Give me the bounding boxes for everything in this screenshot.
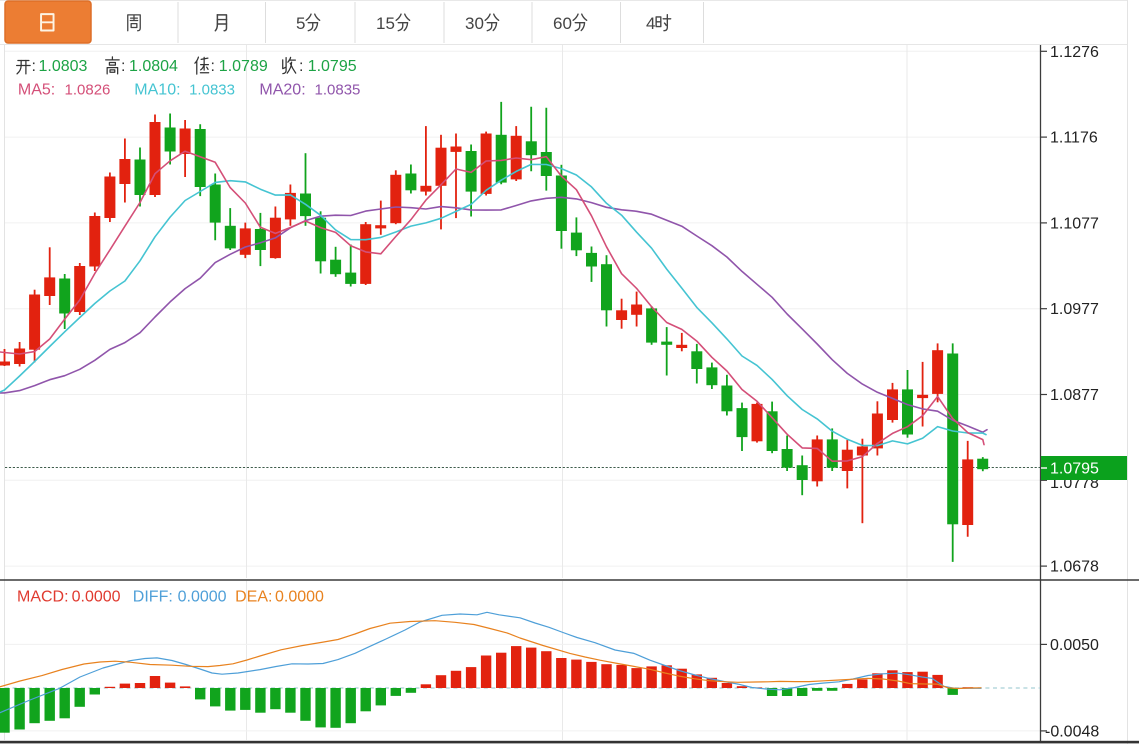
svg-text:DIFF:: DIFF: xyxy=(133,589,173,606)
svg-text:1.0795: 1.0795 xyxy=(308,58,357,75)
svg-text:MA5:: MA5: xyxy=(18,82,55,99)
svg-text:1.1276: 1.1276 xyxy=(1050,44,1099,61)
svg-text:1.0877: 1.0877 xyxy=(1050,387,1099,404)
svg-text::: : xyxy=(211,58,215,75)
svg-text:-0.0048: -0.0048 xyxy=(1045,723,1099,740)
svg-text:1.1176: 1.1176 xyxy=(1050,130,1098,147)
svg-text:60: 60 xyxy=(553,14,572,33)
svg-text:1.0795: 1.0795 xyxy=(1050,461,1099,478)
svg-text:1.0804: 1.0804 xyxy=(129,58,178,75)
svg-text:5: 5 xyxy=(296,14,305,33)
svg-text:0.0000: 0.0000 xyxy=(275,589,324,606)
svg-text:MACD:: MACD: xyxy=(17,589,69,606)
svg-text:1.0977: 1.0977 xyxy=(1050,301,1099,318)
svg-text:1.0803: 1.0803 xyxy=(39,58,88,75)
svg-text:1.0833: 1.0833 xyxy=(189,82,235,99)
svg-text::: : xyxy=(299,58,303,75)
svg-text:1.0826: 1.0826 xyxy=(65,82,111,99)
svg-text:15: 15 xyxy=(376,14,395,33)
svg-text:1.1077: 1.1077 xyxy=(1050,215,1099,232)
svg-text:1.0678: 1.0678 xyxy=(1050,559,1099,576)
svg-text:MA10:: MA10: xyxy=(134,82,180,99)
svg-text:1.0835: 1.0835 xyxy=(315,82,361,99)
svg-text:0.0050: 0.0050 xyxy=(1050,637,1099,654)
svg-text::: : xyxy=(121,58,125,75)
svg-text::: : xyxy=(32,58,36,75)
svg-text:MA20:: MA20: xyxy=(259,82,305,99)
svg-text:DEA:: DEA: xyxy=(235,589,272,606)
svg-text:0.0000: 0.0000 xyxy=(72,589,121,606)
svg-text:0.0000: 0.0000 xyxy=(178,589,227,606)
svg-text:4: 4 xyxy=(646,14,655,33)
svg-text:1.0789: 1.0789 xyxy=(219,58,268,75)
svg-text:30: 30 xyxy=(465,14,484,33)
